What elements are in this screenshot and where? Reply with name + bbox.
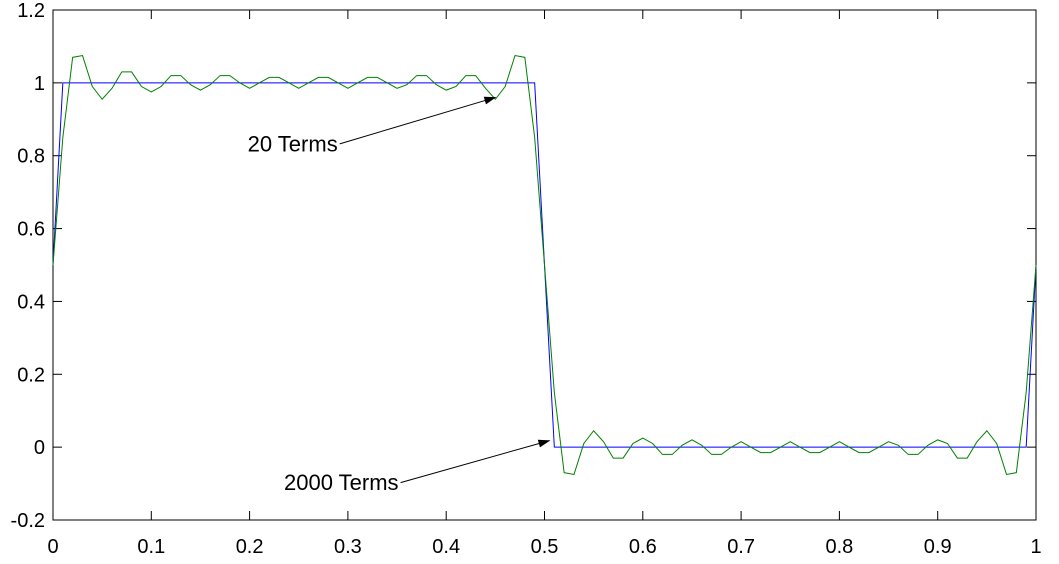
x-tick-label: 0.8: [825, 536, 853, 558]
series-layer: [52, 54, 1037, 476]
y-tick-label: 0.8: [17, 146, 45, 168]
annotation-label: 20 Terms: [248, 131, 338, 156]
x-tick-label: 0.4: [432, 536, 460, 558]
x-tick-label: 0.1: [137, 536, 165, 558]
y-tick-label: 0.4: [17, 291, 45, 313]
y-tick-label: 0.2: [17, 364, 45, 386]
annotation-arrow: [400, 439, 551, 484]
x-tick-label: 0.9: [924, 536, 952, 558]
x-tick-label: 0.7: [727, 536, 755, 558]
annotations: 20 Terms 2000 Terms: [248, 96, 551, 495]
axis-ticks: 0 0.1 0.2 0.3 0.4 0.5 0.6 0.7 0.8 0.9 1 1.2 1 0.8 0.6 0…: [11, 0, 1042, 558]
x-tick-label: 1: [1030, 536, 1041, 558]
y-tick-label: 0: [34, 437, 45, 459]
y-tick-label: 1: [34, 73, 45, 95]
y-tick-label: 1.2: [17, 0, 45, 22]
x-tick-label: 0.3: [334, 536, 362, 558]
x-tick-label: 0.6: [629, 536, 657, 558]
annotation-arrow: [339, 96, 497, 145]
x-tick-label: 0.2: [236, 536, 264, 558]
x-tick-label: 0: [47, 536, 58, 558]
y-tick-label: -0.2: [11, 510, 45, 532]
x-tick-label: 0.5: [531, 536, 559, 558]
annotation-label: 2000 Terms: [284, 470, 399, 495]
y-tick-label: 0.6: [17, 219, 45, 241]
series-line-1: [52, 54, 1037, 476]
